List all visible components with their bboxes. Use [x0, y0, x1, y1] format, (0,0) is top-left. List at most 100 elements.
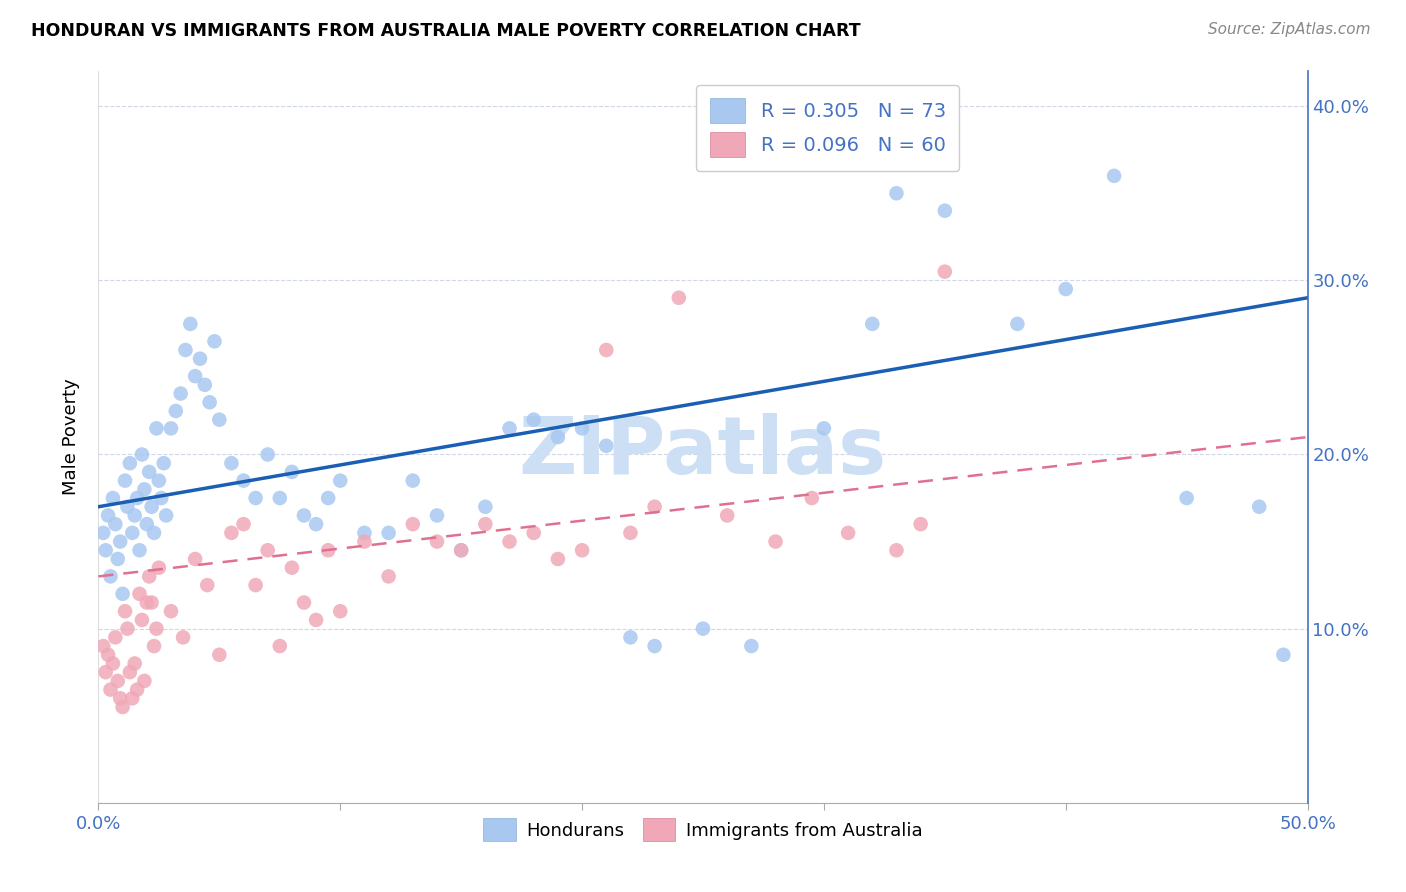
- Point: [800, 491, 823, 505]
- Point: [114, 604, 136, 618]
- Point: [547, 552, 569, 566]
- Point: [101, 657, 124, 671]
- Point: [128, 543, 150, 558]
- Point: [145, 421, 167, 435]
- Point: [179, 317, 201, 331]
- Point: [94, 665, 117, 680]
- Point: [104, 631, 127, 645]
- Text: Source: ZipAtlas.com: Source: ZipAtlas.com: [1208, 22, 1371, 37]
- Point: [1272, 648, 1295, 662]
- Point: [141, 500, 163, 514]
- Point: [108, 691, 131, 706]
- Point: [523, 525, 546, 540]
- Point: [1175, 491, 1198, 505]
- Point: [377, 525, 399, 540]
- Point: [281, 465, 304, 479]
- Y-axis label: Male Poverty: Male Poverty: [62, 379, 80, 495]
- Point: [886, 186, 908, 201]
- Point: [184, 369, 207, 384]
- Point: [316, 543, 339, 558]
- Point: [148, 560, 170, 574]
- Point: [245, 491, 267, 505]
- Point: [94, 543, 117, 558]
- Point: [765, 534, 787, 549]
- Point: [138, 569, 160, 583]
- Point: [111, 587, 134, 601]
- Point: [329, 474, 352, 488]
- Point: [128, 587, 150, 601]
- Point: [934, 265, 956, 279]
- Point: [474, 500, 496, 514]
- Point: [104, 517, 127, 532]
- Point: [100, 682, 122, 697]
- Point: [740, 639, 762, 653]
- Point: [450, 543, 472, 558]
- Point: [256, 543, 278, 558]
- Point: [174, 343, 197, 357]
- Point: [860, 317, 883, 331]
- Point: [150, 491, 173, 505]
- Point: [292, 508, 315, 523]
- Point: [316, 491, 339, 505]
- Point: [131, 613, 153, 627]
- Point: [91, 525, 114, 540]
- Point: [1249, 500, 1271, 514]
- Point: [619, 631, 641, 645]
- Point: [329, 604, 352, 618]
- Point: [107, 552, 129, 566]
- Point: [474, 517, 496, 532]
- Point: [837, 525, 859, 540]
- Point: [668, 291, 690, 305]
- Point: [547, 430, 569, 444]
- Point: [160, 421, 183, 435]
- Point: [498, 421, 520, 435]
- Point: [107, 673, 129, 688]
- Point: [256, 448, 278, 462]
- Point: [232, 474, 254, 488]
- Point: [195, 578, 218, 592]
- Point: [934, 203, 956, 218]
- Point: [118, 456, 141, 470]
- Point: [402, 517, 425, 532]
- Point: [141, 595, 163, 609]
- Point: [134, 673, 156, 688]
- Point: [91, 639, 114, 653]
- Point: [124, 657, 146, 671]
- Point: [165, 404, 187, 418]
- Point: [221, 456, 243, 470]
- Point: [143, 525, 166, 540]
- Point: [426, 534, 449, 549]
- Point: [198, 395, 221, 409]
- Point: [131, 448, 153, 462]
- Point: [813, 421, 835, 435]
- Point: [97, 648, 120, 662]
- Point: [1054, 282, 1077, 296]
- Point: [155, 508, 177, 523]
- Point: [402, 474, 425, 488]
- Point: [716, 508, 738, 523]
- Point: [100, 569, 122, 583]
- Point: [111, 700, 134, 714]
- Point: [148, 474, 170, 488]
- Point: [886, 543, 908, 558]
- Point: [232, 517, 254, 532]
- Point: [523, 412, 546, 426]
- Point: [644, 639, 666, 653]
- Point: [143, 639, 166, 653]
- Point: [108, 534, 131, 549]
- Point: [172, 631, 194, 645]
- Point: [305, 517, 328, 532]
- Point: [571, 543, 593, 558]
- Point: [595, 343, 617, 357]
- Point: [101, 491, 124, 505]
- Point: [910, 517, 932, 532]
- Point: [118, 665, 141, 680]
- Point: [184, 552, 207, 566]
- Point: [194, 377, 217, 392]
- Point: [169, 386, 191, 401]
- Point: [135, 595, 157, 609]
- Point: [292, 595, 315, 609]
- Point: [121, 525, 143, 540]
- Point: [305, 613, 328, 627]
- Text: ZIPatlas: ZIPatlas: [519, 413, 887, 491]
